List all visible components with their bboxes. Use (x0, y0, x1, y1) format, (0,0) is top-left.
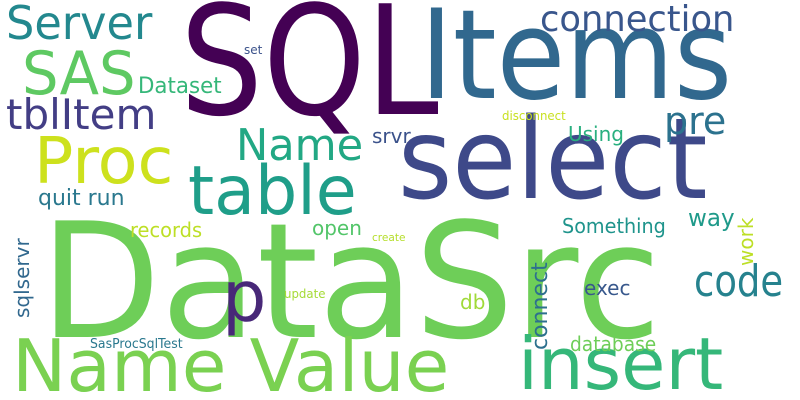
word-sas: SAS (22, 39, 136, 109)
word-database: database (570, 332, 657, 356)
word-connect: connect (528, 262, 553, 350)
word-datasrc: DataSrc (40, 188, 662, 375)
word-select: select (398, 95, 708, 225)
word-set: set (244, 43, 263, 57)
word-way: way (688, 204, 735, 232)
word-table: table (188, 152, 357, 231)
word-update: update (284, 287, 326, 301)
word-db: db (460, 290, 486, 314)
word-exec: exec (584, 276, 631, 300)
word-something: Something (562, 214, 666, 238)
word-code: code (694, 256, 784, 307)
word-disconnect: disconnect (502, 109, 566, 123)
word-server: Server (6, 0, 153, 50)
word-create: create (372, 231, 406, 244)
word-items: Items (420, 0, 733, 128)
word-sql: SQL (180, 0, 439, 150)
word-name: Name (236, 120, 364, 171)
word-records: records (130, 218, 203, 242)
word-connection: connection (540, 0, 735, 40)
word-tblitem: tblItem (6, 90, 157, 139)
word-name-value: Name Value (12, 324, 450, 400)
word-sqlservr: sqlservr (10, 238, 34, 318)
word-sasprocsqltest: SasProcSqlTest (90, 337, 183, 352)
word-proc: Proc (34, 125, 174, 199)
word-srvr: srvr (372, 124, 411, 148)
word-insert: insert (518, 322, 724, 400)
word-work: work (734, 217, 758, 266)
word-open: open (312, 216, 362, 240)
word-pre: pre (664, 99, 727, 143)
word-quit-run: quit run (38, 186, 125, 211)
word-p: p (222, 256, 267, 338)
word-using: Using (568, 122, 624, 146)
word-dataset: Dataset (138, 74, 222, 99)
